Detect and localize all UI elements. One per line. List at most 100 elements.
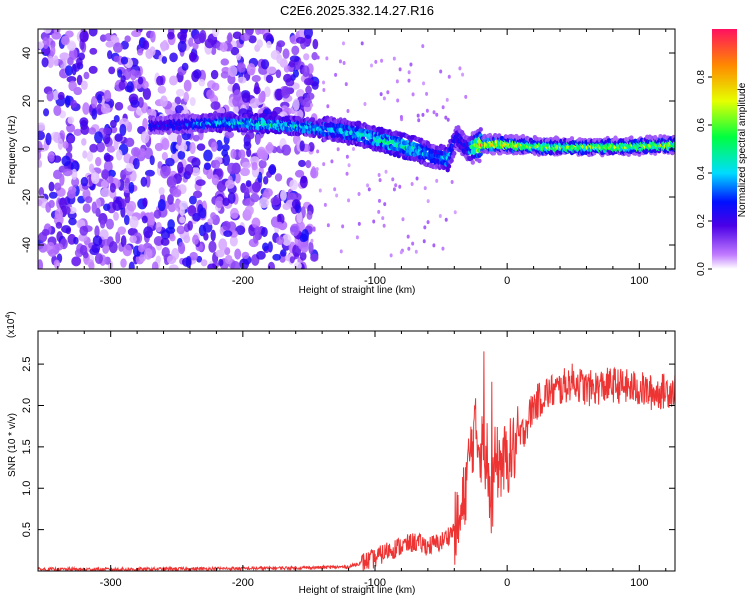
heatmap-cell: [377, 198, 381, 203]
heatmap-cell: [138, 254, 146, 262]
heatmap-cell: [398, 67, 402, 72]
heatmap-cell: [292, 98, 300, 111]
heatmap-cell: [61, 225, 72, 234]
heatmap-cell: [298, 159, 306, 168]
heatmap-cell: [312, 38, 319, 50]
heatmap-cell: [386, 90, 390, 95]
heatmap-cell: [301, 65, 310, 77]
heatmap-cell: [203, 232, 209, 241]
heatmap-cell: [174, 96, 182, 105]
heatmap-cell: [138, 96, 144, 108]
heatmap-cell: [64, 65, 73, 76]
heatmap-cell: [423, 186, 427, 191]
heatmap-cell: [305, 85, 312, 95]
x-tick-label: -100: [364, 275, 386, 287]
heatmap-cell: [199, 207, 207, 219]
heatmap-cell: [352, 147, 356, 152]
heatmap-cell: [113, 55, 120, 63]
heatmap-cell: [445, 97, 449, 102]
heatmap-cell: [124, 35, 131, 43]
heatmap-cell: [189, 141, 196, 154]
heatmap-cell: [38, 122, 46, 131]
heatmap-cell: [281, 144, 292, 156]
heatmap-cell: [389, 253, 393, 258]
heatmap-cell: [392, 187, 396, 192]
heatmap-cell: [409, 62, 413, 67]
heatmap-cell: [50, 45, 56, 57]
heatmap-cell: [280, 249, 287, 257]
heatmap-cell: [129, 216, 139, 229]
heatmap-cell: [345, 154, 349, 159]
heatmap-cell: [68, 48, 78, 60]
heatmap-cell: [341, 41, 345, 46]
heatmap-cell: [326, 104, 330, 109]
heatmap-cell: [200, 259, 208, 267]
heatmap-cell: [276, 40, 286, 48]
heatmap-cell: [249, 156, 260, 164]
heatmap-cell: [223, 230, 233, 237]
heatmap-cell: [254, 226, 261, 235]
heatmap-cell: [169, 75, 178, 86]
heatmap-cell: [80, 80, 88, 90]
heatmap-cell: [450, 180, 454, 185]
heatmap-cell: [53, 55, 59, 67]
heatmap-cell: [291, 45, 300, 56]
heatmap-cell: [129, 235, 137, 244]
heatmap-cell: [88, 29, 98, 37]
heatmap-cell: [53, 105, 62, 117]
heatmap-cell: [175, 88, 185, 97]
heatmap-cell: [303, 53, 310, 61]
snr-y-label: SNR (10 * v/v): [7, 413, 18, 477]
heatmap-cell: [108, 241, 118, 254]
heatmap-cell: [346, 108, 350, 113]
heatmap-cell: [71, 63, 77, 76]
heatmap-cell: [82, 203, 91, 213]
heatmap-cell: [215, 249, 225, 258]
heatmap-cell: [341, 224, 345, 229]
heatmap-cell: [141, 215, 148, 224]
heatmap-cell: [232, 105, 239, 114]
heatmap-cell: [57, 91, 65, 101]
heatmap-cell: [241, 92, 251, 103]
heatmap-cell: [110, 119, 117, 128]
heatmap-cell: [322, 80, 326, 85]
heatmap-cell: [100, 103, 111, 114]
snr-scale-base: (x10: [6, 318, 17, 338]
heatmap-cell: [168, 264, 179, 269]
heatmap-cell: [382, 223, 386, 228]
heatmap-cell: [220, 71, 229, 79]
heatmap-cell: [96, 141, 106, 153]
heatmap-cell: [70, 99, 78, 109]
heatmap-cell: [142, 40, 150, 50]
y-tick-label: 40: [21, 47, 33, 59]
heatmap-cell: [445, 167, 450, 173]
heatmap-cell: [118, 81, 126, 91]
heatmap-cell: [672, 137, 675, 143]
heatmap-cell: [161, 137, 170, 151]
y-tick-label: 0: [21, 146, 33, 152]
heatmap-cell: [177, 150, 186, 160]
heatmap-cell: [52, 90, 60, 101]
heatmap-cell: [425, 91, 429, 96]
heatmap-cell: [161, 247, 170, 258]
heatmap-cell: [88, 127, 97, 135]
colorbar-tick-label: 0.6: [696, 118, 707, 132]
heatmap-cell: [270, 196, 281, 206]
y-tick-label: 2.5: [21, 356, 33, 371]
heatmap-cell: [73, 128, 82, 136]
heatmap-cell: [158, 187, 165, 196]
heatmap-cell: [407, 246, 411, 251]
heatmap-cell: [89, 143, 98, 153]
colorbar-label: Normalized spectral amplitude: [737, 82, 748, 217]
heatmap-cell: [262, 242, 269, 252]
heatmap-cell: [249, 193, 260, 203]
heatmap-cell: [410, 182, 414, 187]
heatmap-cell: [38, 150, 42, 161]
colorbar: 0.0 0.2 0.4 0.6 0.8 Normalized spectral ampl…: [696, 29, 748, 276]
heatmap-cell: [222, 153, 231, 166]
heatmap-cell: [115, 231, 121, 244]
heatmap-cell: [369, 63, 373, 68]
heatmap-cell: [283, 73, 292, 83]
heatmap-cell: [407, 70, 411, 75]
heatmap-cell: [218, 258, 224, 267]
